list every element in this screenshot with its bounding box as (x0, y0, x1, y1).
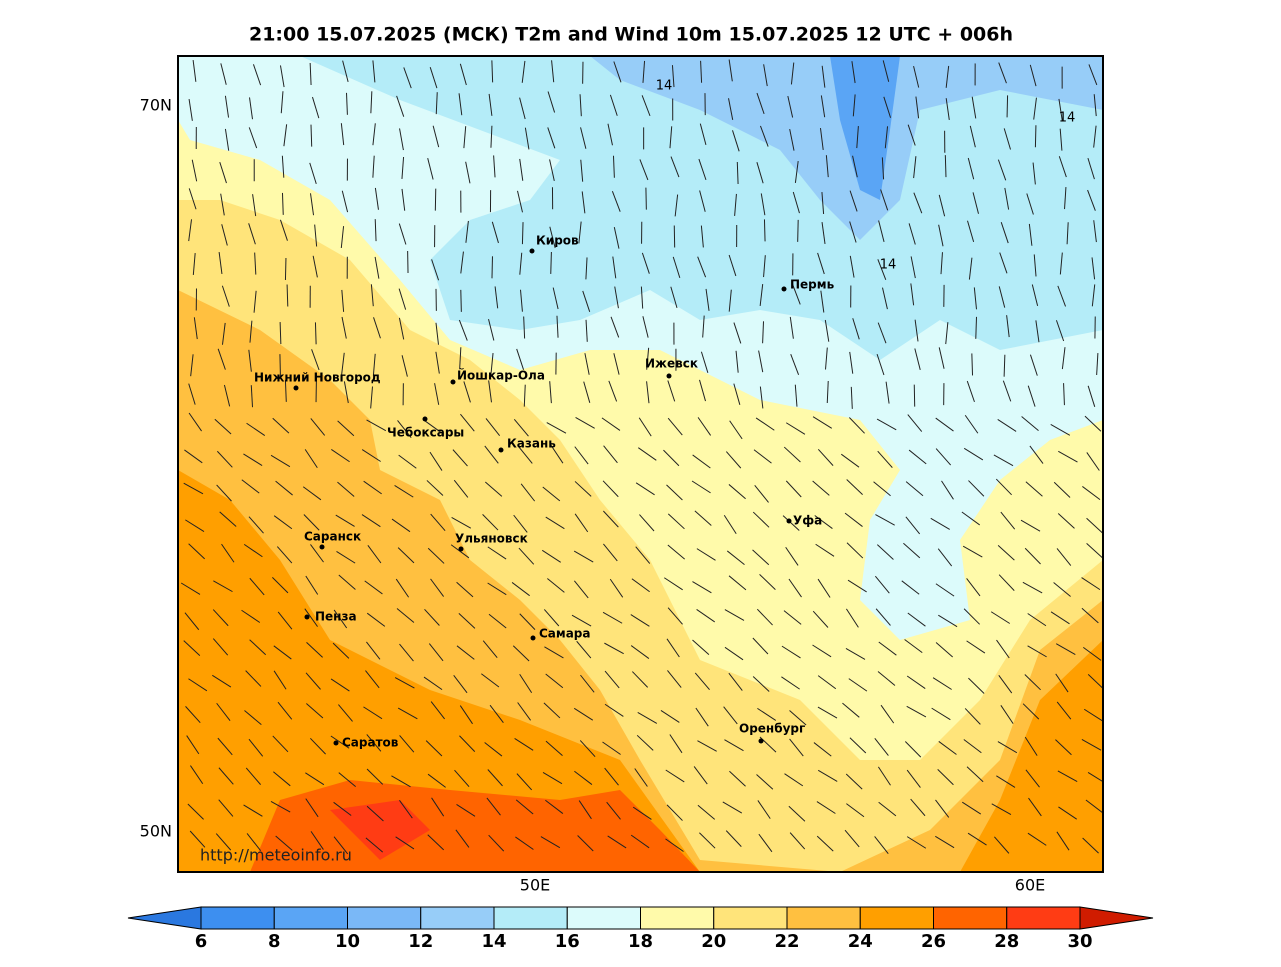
wind-barb (315, 322, 316, 344)
city-marker (499, 448, 504, 453)
city-marker (305, 615, 310, 620)
contour-label: 14 (656, 79, 673, 94)
temperature-field (178, 56, 1107, 872)
wind-barb (551, 252, 552, 274)
city-label: Нижний Новгород (254, 371, 381, 385)
city-marker (334, 741, 339, 746)
colorbar-tick-label: 14 (481, 931, 506, 952)
wind-barb (764, 219, 765, 241)
colorbar-segment (1007, 907, 1080, 929)
city-label: Йошкар-Ола (457, 368, 545, 383)
city-label: Чебоксары (387, 426, 464, 440)
colorbar-tick-label: 10 (335, 931, 360, 952)
city-label: Самара (539, 627, 591, 641)
watermark: http://meteoinfo.ru (200, 846, 352, 865)
colorbar-tick-label: 8 (268, 931, 281, 952)
colorbar-segment (714, 907, 787, 929)
city-marker (759, 739, 764, 744)
colorbar-tick-label: 28 (994, 931, 1019, 952)
lon-label: 60E (1015, 876, 1045, 895)
colorbar-segment (348, 907, 421, 929)
city-label: Киров (536, 234, 579, 248)
city-marker (451, 380, 456, 385)
city-label: Оренбург (739, 722, 805, 736)
colorbar-tick-label: 20 (701, 931, 726, 952)
city-label: Саратов (342, 736, 399, 750)
lat-label: 50N (140, 822, 172, 841)
city-label: Пермь (790, 278, 835, 292)
colorbar-segment (934, 907, 1007, 929)
wind-barb (945, 155, 946, 177)
city-label: Ульяновск (455, 532, 528, 546)
colorbar-tick-label: 12 (408, 931, 433, 952)
colorbar-tick-label: 18 (628, 931, 653, 952)
wind-barb (461, 290, 462, 312)
colorbar: 6 8 10 12 14 16 18 20 22 24 26 28 30 (128, 907, 1153, 952)
city-label: Саранск (304, 530, 361, 544)
lon-label: 50E (520, 876, 550, 895)
colorbar-over (1080, 907, 1153, 929)
colorbar-segment (860, 907, 933, 929)
colorbar-segment (274, 907, 347, 929)
wind-barb (1035, 125, 1036, 147)
wind-barb (522, 222, 523, 244)
city-marker (320, 545, 325, 550)
colorbar-segment (201, 907, 274, 929)
colorbar-segment (641, 907, 714, 929)
colorbar-tick-label: 30 (1067, 931, 1092, 952)
city-marker (459, 547, 464, 552)
city-marker (531, 636, 536, 641)
city-marker (787, 519, 792, 524)
wind-barb (1007, 95, 1008, 117)
city-marker (782, 287, 787, 292)
colorbar-segment (567, 907, 640, 929)
wind-barb (311, 125, 312, 147)
colorbar-tick-label: 6 (195, 931, 208, 952)
lat-label: 70N (140, 96, 172, 115)
city-label: Казань (507, 437, 556, 451)
colorbar-segment (787, 907, 860, 929)
contour-label: 14 (1059, 111, 1076, 126)
colorbar-tick-label: 16 (555, 931, 580, 952)
city-marker (423, 417, 428, 422)
city-marker (530, 249, 535, 254)
city-marker (667, 374, 672, 379)
wind-barb (285, 258, 286, 280)
colorbar-segment (421, 907, 494, 929)
colorbar-tick-label: 26 (921, 931, 946, 952)
city-label: Ижевск (645, 357, 698, 371)
map-title: 21:00 15.07.2025 (МСК) T2m and Wind 10m … (249, 24, 1013, 46)
colorbar-tick-label: 22 (774, 931, 799, 952)
wind-barb (972, 353, 973, 375)
contour-label: 14 (880, 258, 897, 273)
colorbar-under (128, 907, 201, 929)
city-label: Пенза (315, 610, 357, 624)
colorbar-segment (494, 907, 567, 929)
wind-barb (287, 284, 288, 306)
wind-barb (798, 220, 799, 242)
city-label: Уфа (793, 514, 822, 528)
colorbar-tick-label: 24 (848, 931, 873, 952)
city-marker (294, 386, 299, 391)
